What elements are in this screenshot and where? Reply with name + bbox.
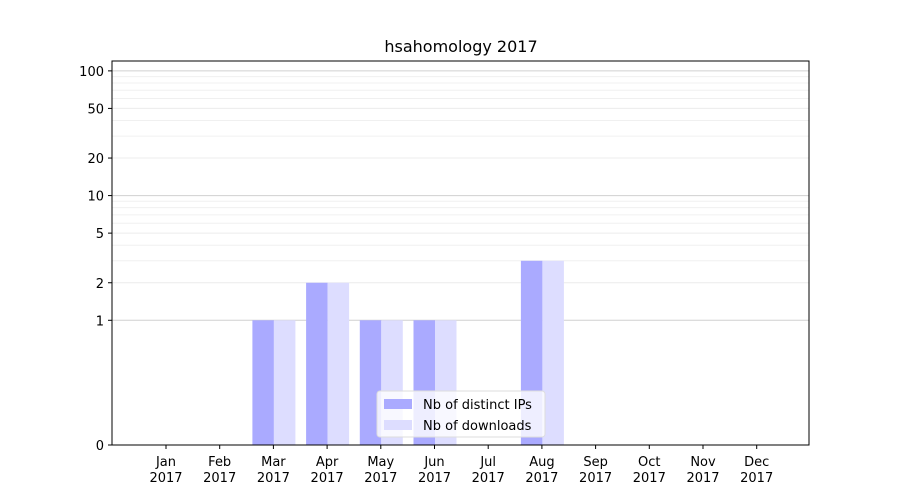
y-tick-label: 2 bbox=[96, 277, 104, 292]
bar-ips bbox=[359, 320, 382, 445]
y-tick-label: 20 bbox=[87, 152, 104, 167]
x-tick-label: 2017 bbox=[418, 471, 451, 486]
x-tick-label: Jul bbox=[479, 455, 496, 470]
bar-ips bbox=[306, 282, 328, 445]
grid-layer bbox=[112, 70, 809, 321]
y-tick-label: 10 bbox=[87, 190, 104, 205]
legend-swatch bbox=[384, 399, 412, 409]
x-tick-label: Jan bbox=[155, 455, 176, 470]
x-tick-label: 2017 bbox=[149, 471, 182, 486]
x-tick-label: Apr bbox=[316, 455, 339, 470]
y-tick-label: 0 bbox=[96, 439, 104, 454]
x-tick-label: Oct bbox=[638, 455, 660, 470]
bar-downloads bbox=[542, 260, 564, 445]
x-tick-label: 2017 bbox=[364, 471, 397, 486]
x-tick-label: 2017 bbox=[525, 471, 558, 486]
chart-title: hsahomology 2017 bbox=[384, 37, 537, 56]
x-tick-label: 2017 bbox=[579, 471, 612, 486]
y-tick-label: 5 bbox=[96, 227, 104, 242]
x-tick-label: May bbox=[367, 455, 394, 470]
y-axis: 0 1 2 5 10 20 50 100 bbox=[79, 65, 112, 454]
bar-downloads bbox=[327, 282, 350, 445]
x-tick-label: 2017 bbox=[740, 471, 773, 486]
x-tick-label: Aug bbox=[529, 455, 554, 470]
legend: Nb of distinct IPs Nb of downloads bbox=[376, 390, 546, 438]
bar-downloads bbox=[273, 320, 296, 445]
bar-ips bbox=[252, 320, 274, 445]
x-tick-label: Jun bbox=[423, 455, 444, 470]
x-tick-label: Nov bbox=[690, 455, 716, 470]
x-tick-label: Sep bbox=[583, 455, 608, 470]
plot-frame bbox=[111, 60, 810, 446]
y-tick-label: 1 bbox=[96, 314, 104, 329]
x-tick-label: 2017 bbox=[472, 471, 505, 486]
x-axis: Jan2017Feb2017Mar2017Apr2017May2017Jun20… bbox=[149, 445, 773, 486]
legend-label: Nb of downloads bbox=[423, 419, 532, 434]
legend-label: Nb of distinct IPs bbox=[423, 398, 532, 413]
y-tick-label: 100 bbox=[79, 65, 104, 80]
legend-box bbox=[376, 390, 546, 438]
x-tick-label: 2017 bbox=[686, 471, 719, 486]
y-tick-label: 50 bbox=[87, 102, 104, 117]
x-tick-label: Dec bbox=[744, 455, 769, 470]
x-tick-label: 2017 bbox=[311, 471, 344, 486]
x-tick-label: Feb bbox=[208, 455, 231, 470]
x-tick-label: 2017 bbox=[257, 471, 290, 486]
x-tick-label: 2017 bbox=[203, 471, 236, 486]
x-tick-label: Mar bbox=[261, 455, 286, 470]
x-tick-label: 2017 bbox=[633, 471, 666, 486]
legend-swatch bbox=[384, 420, 412, 430]
